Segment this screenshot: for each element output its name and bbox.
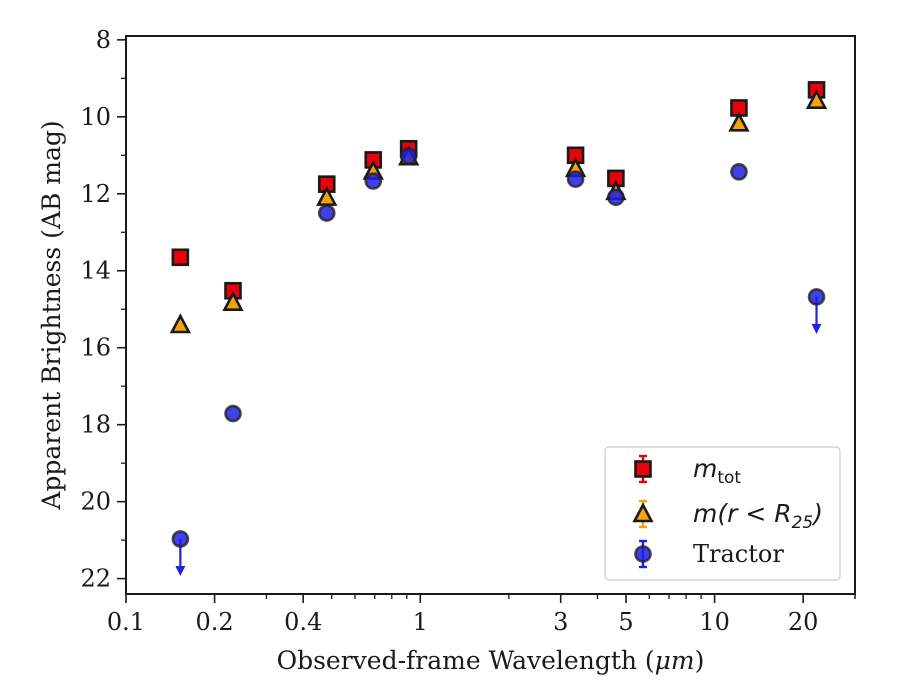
data-point-circle [807, 288, 826, 306]
legend-label-sub: tot [717, 468, 741, 488]
axis-ticks: 0.1 0.2 0.4 1 3 5 10 20 8 10 12 14 16 18 20 22 [80, 26, 856, 636]
legend-label-rest: ) [811, 499, 823, 528]
x-axis-label-suffix: ) [695, 646, 705, 675]
legend-marker-square [634, 460, 652, 478]
series-triangle [169, 88, 828, 334]
data-point-triangle [222, 290, 244, 311]
x-tick-label: 0.2 [196, 608, 234, 636]
y-axis-label: Apparent Brightness (AB mag) [37, 120, 66, 510]
x-tick-label: 0.1 [107, 608, 145, 636]
y-tick-label: 20 [80, 488, 111, 516]
y-tick-label: 8 [96, 26, 111, 54]
y-tick-label: 10 [80, 103, 111, 131]
data-marks [169, 81, 828, 576]
series-square [171, 81, 826, 300]
y-tick-label: 16 [80, 334, 111, 362]
legend-label: mtot [693, 454, 741, 488]
x-tick-label: 0.4 [284, 608, 322, 636]
y-tick-label: 12 [80, 180, 111, 208]
x-tick-label: 3 [553, 608, 568, 636]
data-point-square [171, 248, 190, 267]
x-axis-label-unit: μm [655, 646, 695, 675]
legend-label-sub: 25 [792, 513, 814, 533]
data-point-circle [607, 188, 625, 207]
data-point-triangle [728, 111, 750, 132]
legend-label-main: m(r < R [693, 499, 792, 528]
x-tick-label: 5 [618, 608, 633, 636]
legend-label-main: Tractor [693, 540, 784, 568]
series-circle [171, 147, 826, 576]
y-tick-label: 18 [80, 411, 111, 439]
legend-label: Tractor [693, 540, 784, 568]
plot-frame [125, 35, 856, 595]
data-point-circle [224, 404, 242, 423]
x-tick-label: 10 [699, 608, 730, 636]
legend-label-main: m [693, 454, 717, 483]
legend-label: m(r < R25) [693, 499, 823, 533]
legend-marker-triangle [632, 502, 654, 523]
y-tick-label: 22 [80, 565, 111, 593]
data-point-circle [317, 204, 336, 222]
data-point-circle [730, 163, 748, 181]
data-point-circle [364, 172, 383, 190]
upper-limit-arrowhead [811, 323, 822, 334]
data-point-circle [399, 147, 418, 165]
legend-box [604, 446, 841, 581]
data-point-triangle [169, 313, 192, 334]
x-tick-label: 1 [413, 608, 428, 636]
x-axis-label: Observed-frame Wavelength (μm) [277, 646, 705, 675]
upper-limit-arrowhead [175, 565, 186, 576]
y-tick-label: 14 [80, 257, 111, 285]
x-tick-label: 20 [788, 608, 819, 636]
data-point-circle [171, 530, 190, 548]
data-point-circle [566, 170, 585, 188]
data-point-triangle [805, 88, 828, 109]
legend-marker-circle [634, 545, 652, 563]
legend: mtot m(r < R25) Tractor [604, 446, 841, 581]
x-axis-label-prefix: Observed-frame Wavelength ( [277, 646, 655, 675]
